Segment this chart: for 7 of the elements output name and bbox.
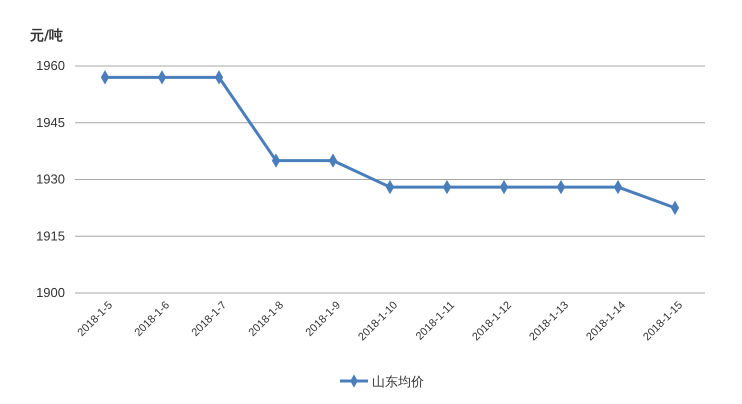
y-tick-label: 1930: [36, 172, 65, 187]
y-tick-label: 1915: [36, 228, 65, 244]
legend-label: 山东均价: [372, 375, 424, 390]
y-tick-label: 1900: [36, 285, 65, 300]
y-tick-label: 1960: [36, 58, 65, 74]
y-axis-title: 元/吨: [29, 28, 64, 44]
y-tick-label: 1945: [36, 114, 65, 130]
